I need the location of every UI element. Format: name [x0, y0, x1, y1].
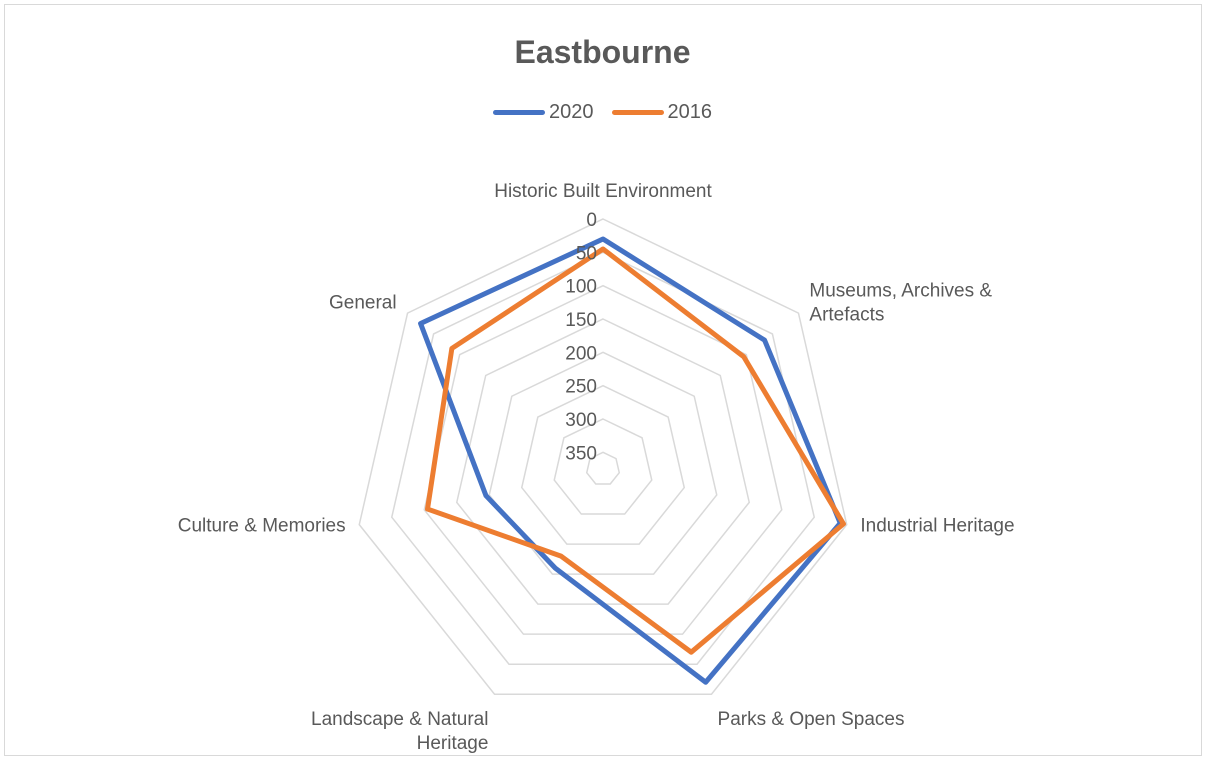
legend-item-2016: 2016: [611, 101, 713, 124]
category-label-line: Artefacts: [809, 304, 884, 325]
tick-label-350: 350: [565, 443, 597, 464]
tick-label-0: 0: [586, 210, 597, 231]
legend-label-2016: 2016: [667, 101, 713, 123]
category-labels: Historic Built Environment Museums, Archi…: [178, 181, 1015, 754]
category-label-2: Industrial Heritage: [860, 516, 1014, 537]
grid-ring-200: [488, 351, 718, 575]
category-label-line: Parks & Open Spaces: [718, 709, 905, 730]
legend-swatch-2020: [493, 110, 545, 115]
tick-label-200: 200: [565, 343, 597, 364]
grid-ring-350: [585, 451, 621, 485]
legend-item-2020: 2020: [493, 101, 594, 124]
series-line-2020: [418, 236, 843, 685]
tick-label-300: 300: [565, 410, 597, 431]
category-label-line: Landscape & Natural: [311, 709, 488, 730]
grid-ring-100: [423, 284, 783, 635]
tick-label-50: 50: [576, 243, 597, 264]
legend-label-2020: 2020: [549, 101, 594, 123]
series-layer: [418, 236, 846, 685]
grid-ring-250: [520, 384, 686, 545]
grid-ring-150: [455, 318, 751, 605]
chart-title: Eastbourne: [514, 34, 691, 70]
category-label-line: Culture & Memories: [178, 516, 346, 537]
tick-label-150: 150: [565, 310, 597, 331]
category-label-3: Parks & Open Spaces: [718, 709, 905, 730]
category-label-line: Historic Built Environment: [494, 181, 712, 202]
tick-labels: 0 50 100 150 200 250 300 350: [565, 210, 597, 464]
legend-swatch-2016: [611, 110, 664, 115]
series-line-2016: [425, 246, 846, 655]
category-label-4: Landscape & Natural Heritage: [311, 709, 488, 754]
category-label-line: Industrial Heritage: [860, 516, 1014, 537]
category-label-line: Museums, Archives &: [809, 280, 992, 301]
grid-ring-50: [390, 251, 816, 665]
grid: [358, 218, 848, 695]
category-label-6: General: [329, 292, 397, 313]
chart-area: [4, 4, 1202, 756]
category-label-0: Historic Built Environment: [494, 181, 712, 202]
legend: 2020 2016: [0, 101, 1205, 124]
grid-ring-0: [358, 218, 848, 695]
tick-label-100: 100: [565, 277, 597, 298]
category-label-1: Museums, Archives & Artefacts: [809, 280, 992, 325]
grid-ring-300: [553, 418, 653, 515]
tick-label-250: 250: [565, 377, 597, 398]
category-label-line: General: [329, 292, 397, 313]
category-label-line: Heritage: [417, 733, 489, 754]
category-label-5: Culture & Memories: [178, 516, 346, 537]
